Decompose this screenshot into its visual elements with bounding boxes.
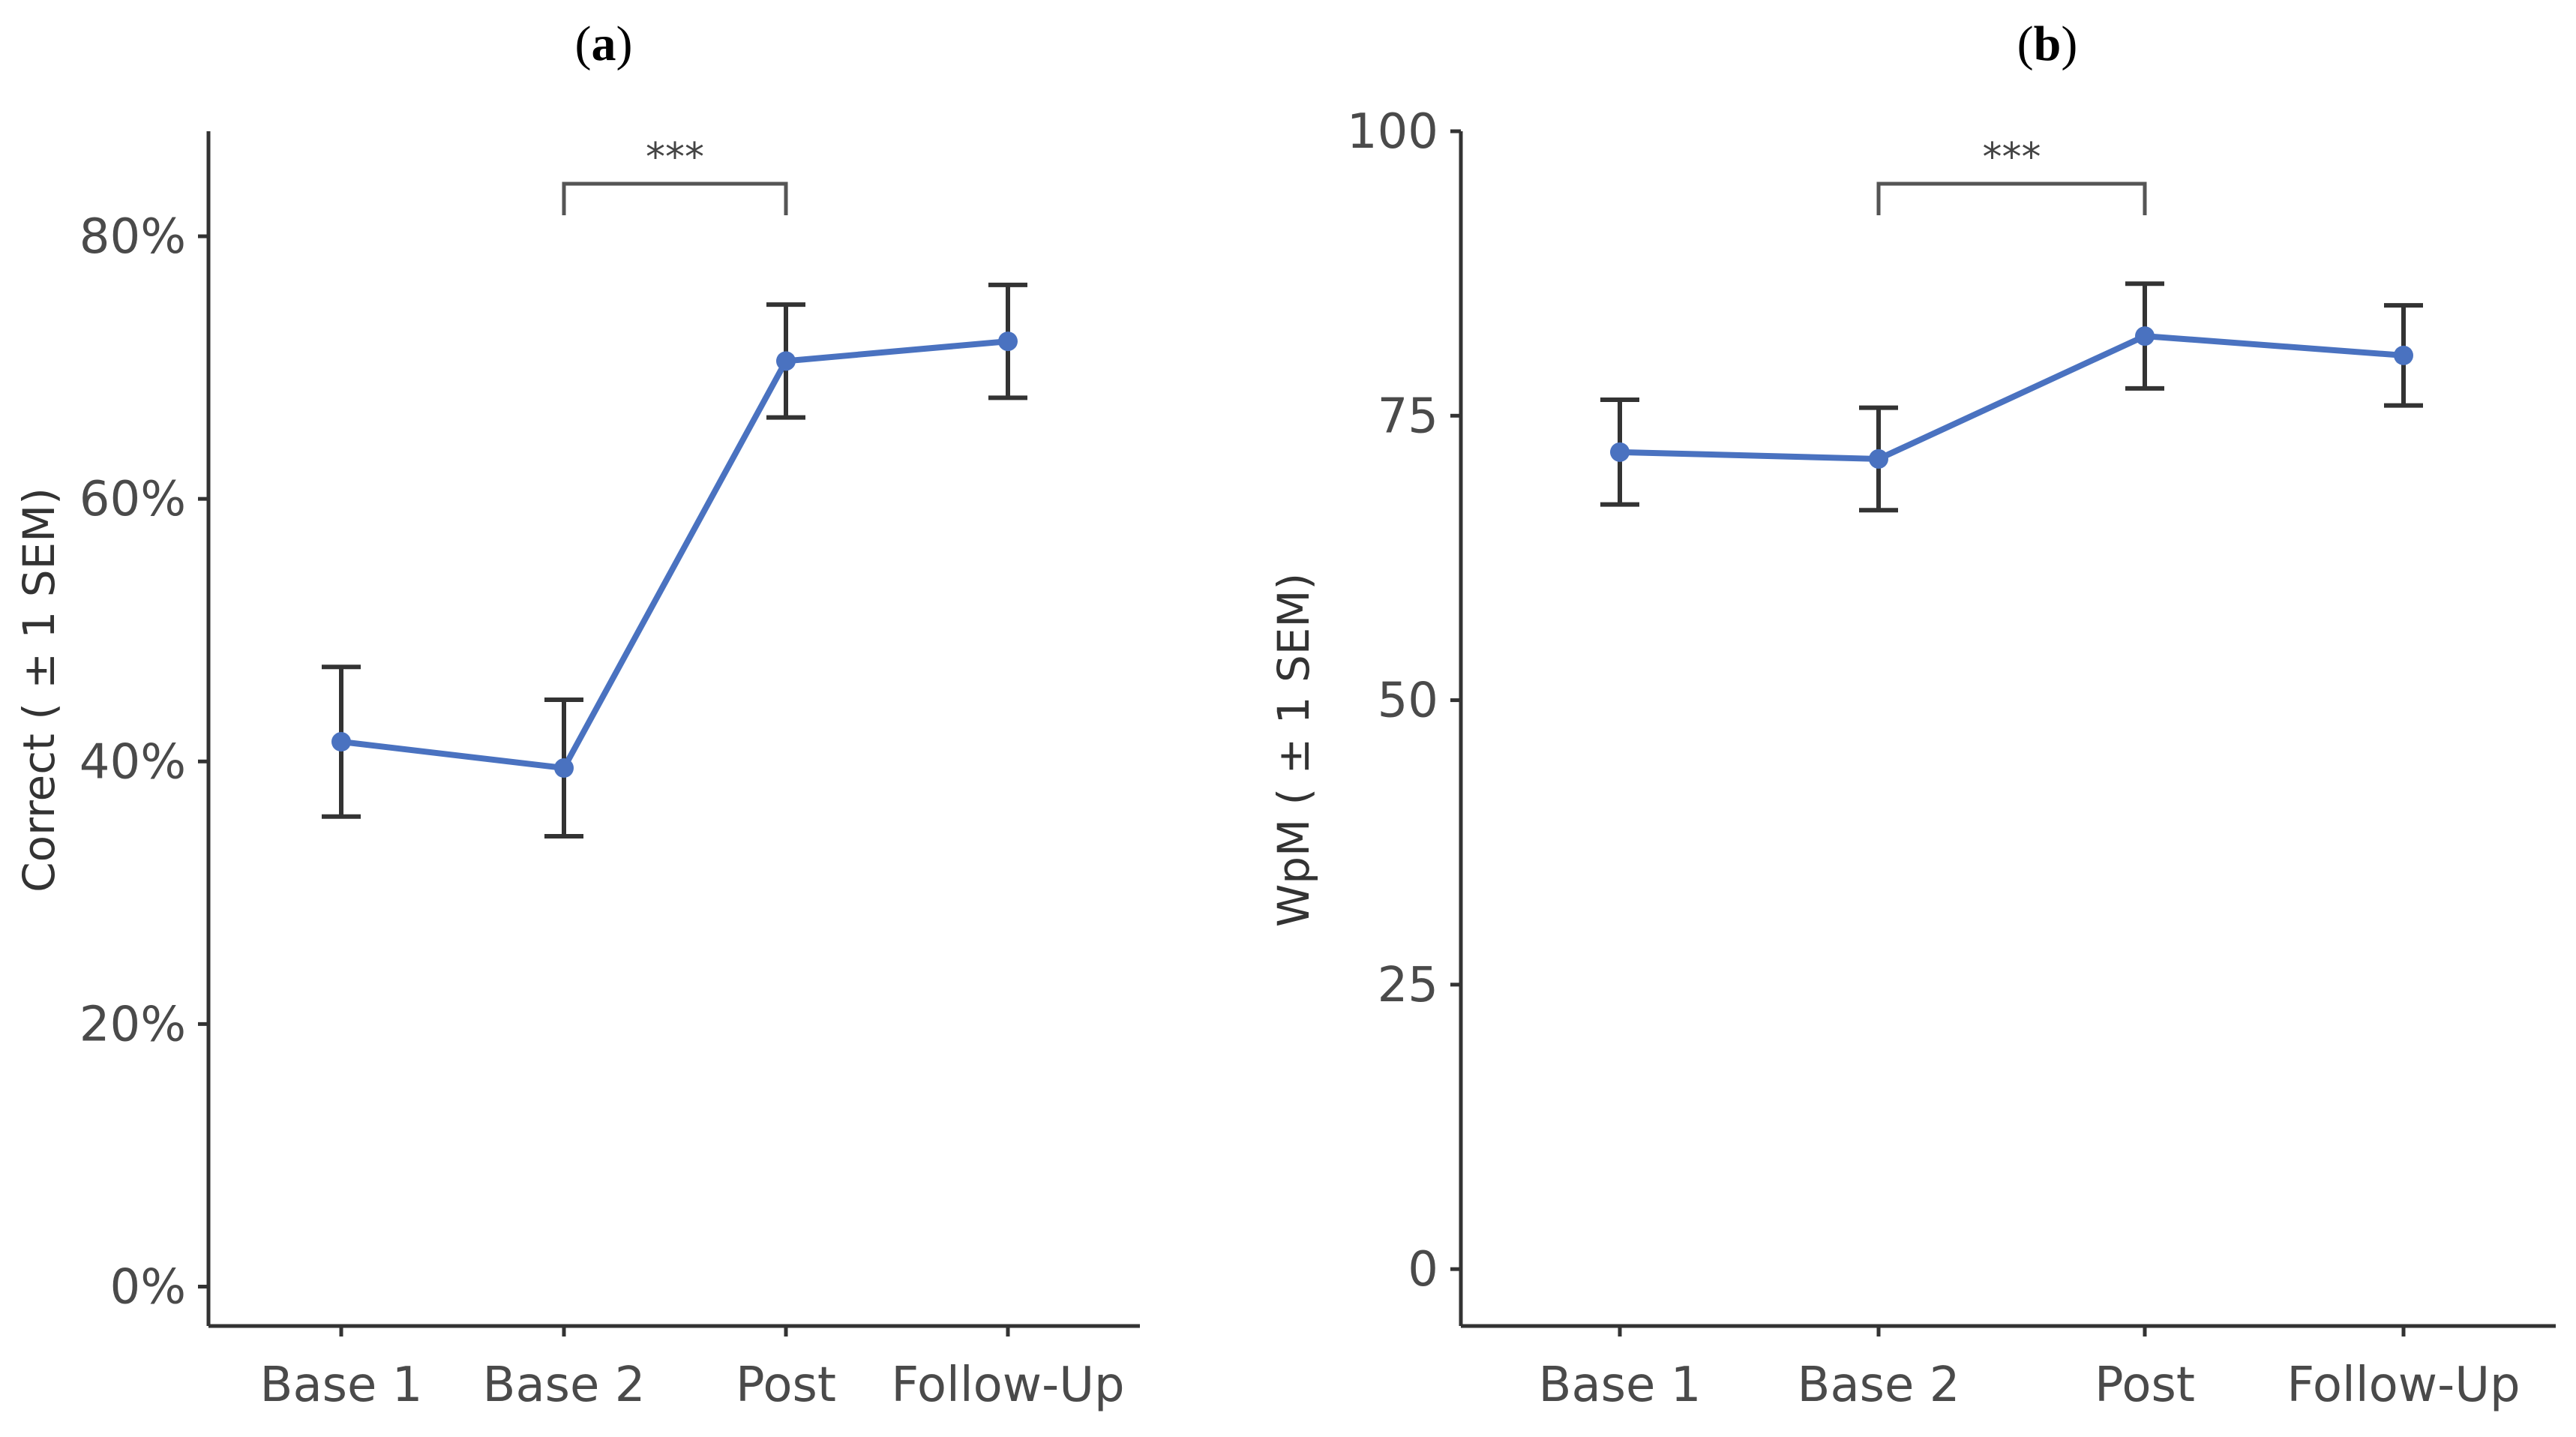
panel-b-series — [1600, 281, 2423, 513]
data-point — [554, 758, 574, 778]
y-tick-label: 25 — [1378, 958, 1438, 1013]
panel-a-axes — [206, 131, 1140, 1328]
x-tick-label: Post — [736, 1358, 836, 1413]
data-point — [1869, 448, 1888, 469]
significance-label: *** — [1983, 135, 2041, 180]
data-point — [1610, 442, 1630, 462]
data-point — [2135, 326, 2155, 346]
y-tick-label: 40% — [79, 734, 186, 790]
panel-a-significance: *** — [562, 135, 788, 215]
x-tick-label: Base 1 — [1539, 1358, 1702, 1413]
y-tick-label: 0% — [109, 1259, 186, 1315]
x-tick-label: Follow-Up — [891, 1358, 1124, 1413]
panel-b-significance: *** — [1876, 135, 2147, 215]
x-tick-label: Post — [2095, 1358, 2195, 1413]
panel-a-ticks: 0% 20% 40% 60% 80% Base 1 Base 2 Post Follow-Up — [79, 209, 1125, 1413]
panel-a-y-axis-title: Correct ( ± 1 SEM) — [13, 488, 64, 892]
y-tick-label: 75 — [1378, 388, 1438, 444]
data-point — [776, 351, 796, 371]
x-tick-label: Base 2 — [483, 1358, 646, 1413]
x-tick-label: Follow-Up — [2287, 1358, 2520, 1413]
panel-b-axes — [1459, 131, 2556, 1328]
panel-a-series — [322, 282, 1027, 839]
data-point — [2394, 345, 2413, 365]
y-tick-label: 60% — [79, 472, 186, 527]
y-tick-label: 50 — [1378, 674, 1438, 729]
significance-bracket — [562, 182, 788, 215]
y-tick-label: 0 — [1408, 1242, 1438, 1298]
series-line — [338, 338, 1011, 772]
panel-b-y-axis-title: WpM ( ± 1 SEM) — [1268, 573, 1319, 927]
y-tick-label: 80% — [79, 209, 186, 265]
significance-bracket — [1876, 182, 2147, 215]
data-point — [998, 332, 1018, 352]
x-tick-label: Base 1 — [260, 1358, 423, 1413]
data-point — [331, 732, 351, 752]
y-tick-label: 20% — [79, 997, 186, 1052]
x-tick-label: Base 2 — [1798, 1358, 1960, 1413]
panel-b: (b) WpM ( ± 1 SEM) 0 25 50 75 100 Base 1 Base … — [1268, 16, 2556, 1413]
panel-a: (a) Correct ( ± 1 SEM) 0% 20% 40% 60% 80% Bas… — [13, 16, 1140, 1413]
panel-b-label: (b) — [2017, 16, 2078, 71]
panel-b-letter: b — [2034, 16, 2062, 71]
panel-a-label: (a) — [575, 16, 633, 71]
series-line — [1617, 333, 2407, 462]
panel-a-letter: a — [592, 16, 616, 71]
y-tick-label: 100 — [1347, 104, 1438, 160]
significance-label: *** — [646, 135, 704, 180]
panel-b-ticks: 0 25 50 75 100 Base 1 Base 2 Post Follow-Up — [1347, 104, 2521, 1413]
